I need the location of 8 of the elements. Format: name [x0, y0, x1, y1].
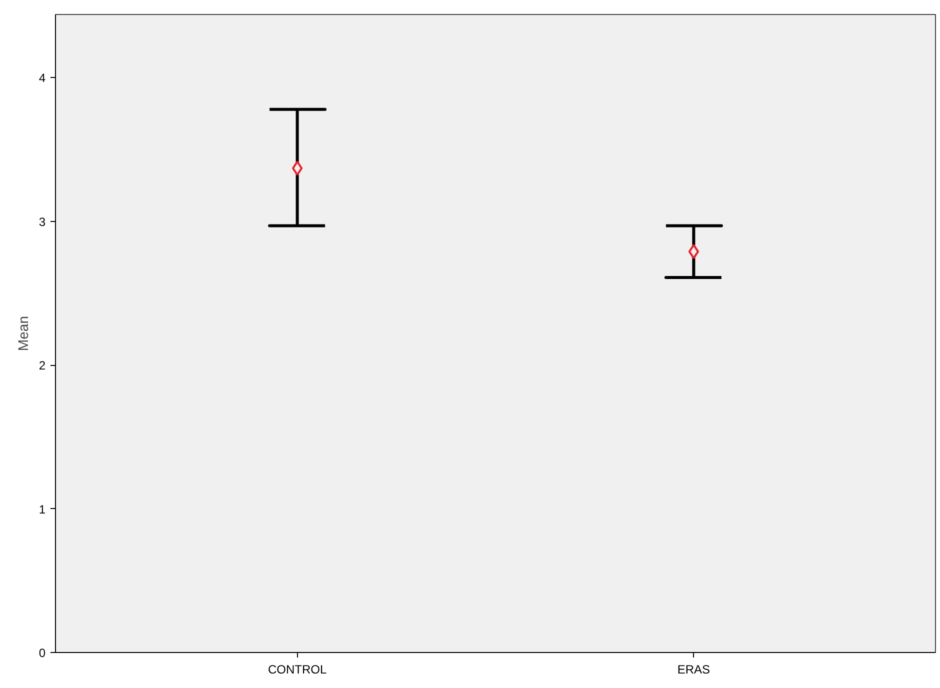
x-tick-label: ERAS	[677, 662, 710, 676]
y-tick-label: 1	[38, 502, 46, 516]
y-tick-label: 2	[38, 358, 46, 373]
y-axis-title: Mean	[14, 316, 31, 352]
y-tick-label: 3	[38, 214, 46, 229]
y-tick-label: 0	[38, 646, 46, 660]
x-tick-label: CONTROL	[268, 662, 327, 676]
y-tick-label: 4	[38, 71, 46, 86]
